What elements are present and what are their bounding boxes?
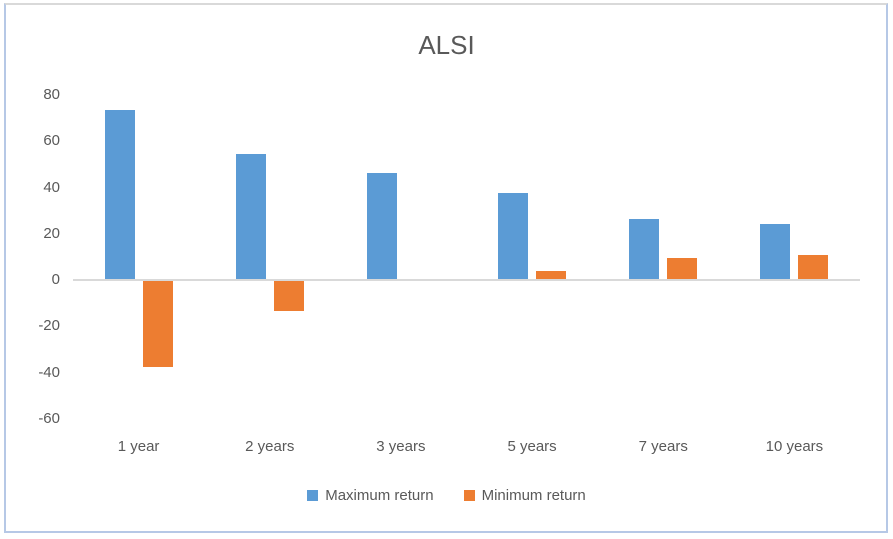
y-tick-label: -60 <box>38 409 60 427</box>
y-tick-label: 60 <box>43 132 60 150</box>
y-tick-label: 20 <box>43 224 60 242</box>
bar-min-10-years <box>798 254 829 279</box>
bar-max-5-years <box>498 193 529 279</box>
bar-min-5-years <box>536 270 567 279</box>
y-tick-label: -20 <box>38 317 60 335</box>
chart-title: ALSI <box>418 30 475 60</box>
legend-label: Maximum return <box>325 487 434 504</box>
x-category-label: 3 years <box>376 438 426 455</box>
bar-min-7-years <box>667 258 698 279</box>
x-category-label: 5 years <box>507 438 557 455</box>
bar-max-1-year <box>104 110 135 279</box>
bar-min-1-year <box>142 281 173 367</box>
bar-max-7-years <box>629 218 660 279</box>
x-category-label: 2 years <box>245 438 295 455</box>
x-category-label: 1 year <box>117 438 160 455</box>
x-category-label: 10 years <box>765 438 824 455</box>
chart-border <box>4 3 888 533</box>
y-tick-label: 40 <box>43 178 60 196</box>
bar-min-2-years <box>273 281 304 312</box>
legend-item: Maximum return <box>307 487 434 504</box>
legend-label: Minimum return <box>481 487 586 504</box>
y-tick-label: 0 <box>51 271 60 288</box>
y-tick-label: -40 <box>38 363 60 381</box>
legend: Maximum return Minimum return <box>0 487 893 504</box>
legend-item: Minimum return <box>463 487 586 504</box>
bar-max-2-years <box>235 154 266 279</box>
legend-swatch-icon <box>463 490 475 501</box>
legend-swatch-icon <box>307 490 319 501</box>
x-category-label: 7 years <box>638 438 688 455</box>
bar-max-10-years <box>760 223 791 279</box>
y-tick-label: 80 <box>43 86 60 103</box>
x-axis-line <box>73 279 860 281</box>
bar-max-3-years <box>366 172 397 279</box>
